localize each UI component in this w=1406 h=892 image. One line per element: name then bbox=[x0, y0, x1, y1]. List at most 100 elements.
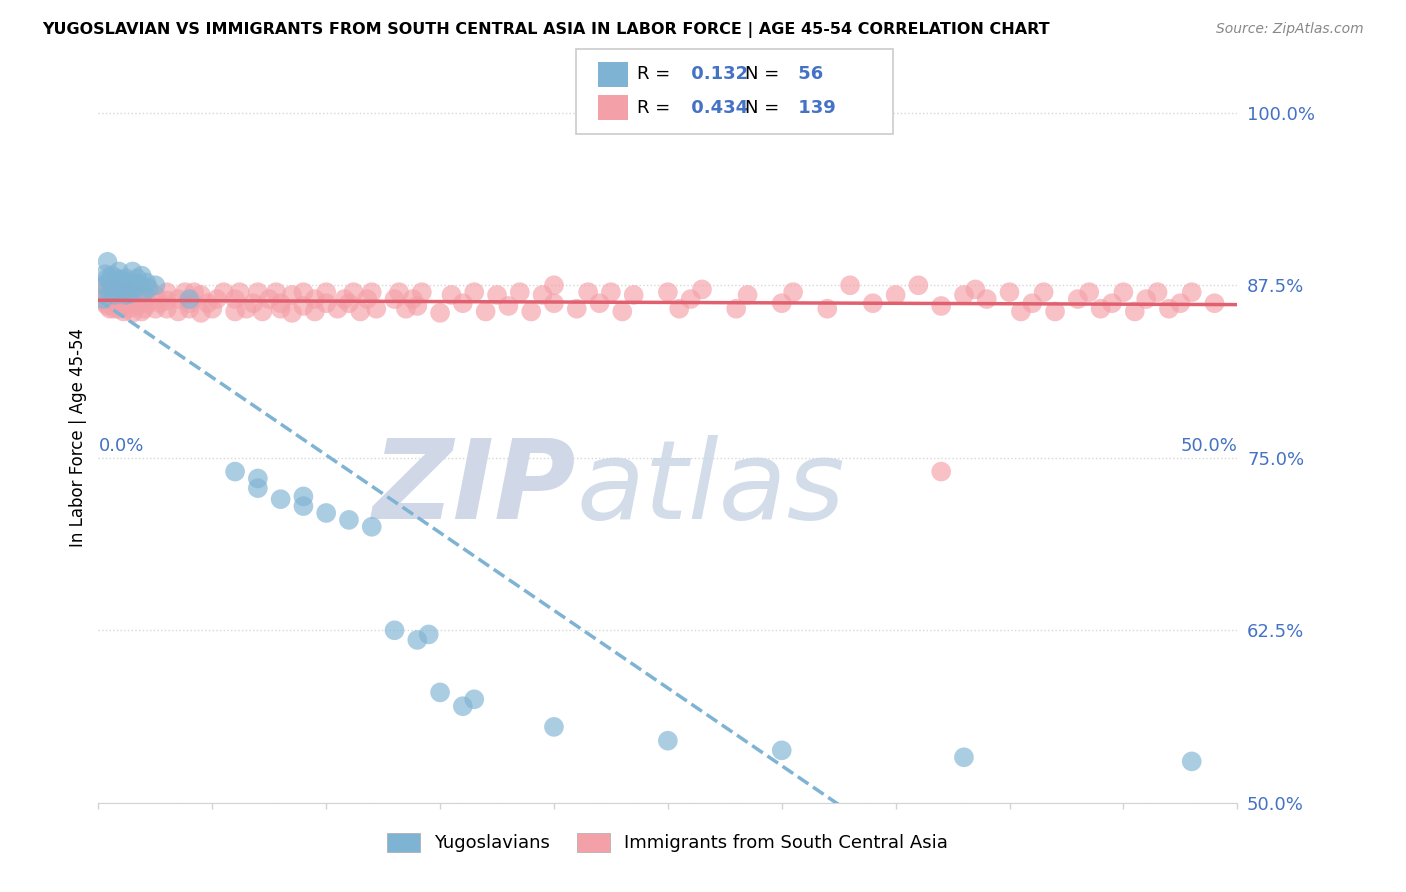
Point bbox=[965, 282, 987, 296]
Point bbox=[145, 288, 167, 302]
Point bbox=[1146, 285, 1168, 300]
Point bbox=[623, 288, 645, 302]
Point bbox=[103, 301, 125, 316]
Point bbox=[132, 301, 155, 316]
Point bbox=[292, 490, 315, 504]
Point bbox=[101, 268, 124, 283]
Point bbox=[907, 278, 929, 293]
Point bbox=[1021, 296, 1043, 310]
Point bbox=[94, 267, 117, 281]
Point bbox=[149, 296, 172, 310]
Point bbox=[132, 285, 155, 300]
Point bbox=[315, 285, 337, 300]
Point bbox=[128, 288, 150, 302]
Point bbox=[105, 281, 128, 295]
Point bbox=[356, 292, 378, 306]
Point bbox=[114, 294, 136, 309]
Point bbox=[1112, 285, 1135, 300]
Point bbox=[128, 277, 150, 291]
Point bbox=[440, 288, 463, 302]
Point bbox=[110, 273, 132, 287]
Point bbox=[121, 292, 143, 306]
Point bbox=[138, 281, 160, 295]
Point bbox=[411, 285, 433, 300]
Point bbox=[190, 306, 212, 320]
Point bbox=[509, 285, 531, 300]
Point bbox=[96, 271, 118, 285]
Point bbox=[179, 301, 201, 316]
Point bbox=[103, 288, 125, 302]
Point bbox=[197, 296, 219, 310]
Point bbox=[108, 264, 131, 278]
Point bbox=[839, 278, 862, 293]
Point bbox=[770, 743, 793, 757]
Point bbox=[486, 288, 509, 302]
Point bbox=[264, 285, 287, 300]
Text: 0.434: 0.434 bbox=[685, 99, 748, 117]
Point bbox=[451, 699, 474, 714]
Point bbox=[138, 282, 160, 296]
Point bbox=[657, 285, 679, 300]
Text: 0.0%: 0.0% bbox=[98, 437, 143, 455]
Point bbox=[127, 299, 149, 313]
Point bbox=[1010, 304, 1032, 318]
Point bbox=[131, 304, 153, 318]
Point bbox=[543, 720, 565, 734]
Point bbox=[114, 282, 136, 296]
Point bbox=[167, 292, 190, 306]
Point bbox=[96, 299, 118, 313]
Point bbox=[612, 304, 634, 318]
Point bbox=[156, 301, 179, 316]
Point bbox=[292, 299, 315, 313]
Point bbox=[862, 296, 884, 310]
Point bbox=[91, 285, 114, 300]
Point bbox=[406, 299, 429, 313]
Point bbox=[782, 285, 804, 300]
Point bbox=[770, 296, 793, 310]
Point bbox=[91, 292, 114, 306]
Point bbox=[246, 285, 269, 300]
Point bbox=[451, 296, 474, 310]
Point bbox=[121, 264, 143, 278]
Point bbox=[349, 304, 371, 318]
Point bbox=[205, 292, 228, 306]
Text: 50.0%: 50.0% bbox=[1181, 437, 1237, 455]
Text: Source: ZipAtlas.com: Source: ZipAtlas.com bbox=[1216, 22, 1364, 37]
Point bbox=[1067, 292, 1090, 306]
Point bbox=[98, 301, 121, 316]
Text: N =: N = bbox=[745, 99, 785, 117]
Point bbox=[131, 268, 153, 283]
Point bbox=[1204, 296, 1226, 310]
Point bbox=[235, 301, 257, 316]
Point bbox=[101, 292, 124, 306]
Point bbox=[1078, 285, 1101, 300]
Point bbox=[120, 291, 142, 305]
Point bbox=[108, 291, 131, 305]
Point bbox=[1090, 301, 1112, 316]
Point bbox=[402, 292, 425, 306]
Point bbox=[418, 627, 440, 641]
Point bbox=[292, 499, 315, 513]
Point bbox=[366, 301, 388, 316]
Point bbox=[679, 292, 702, 306]
Point bbox=[94, 278, 117, 293]
Point bbox=[565, 301, 588, 316]
Point bbox=[212, 285, 235, 300]
Point bbox=[145, 301, 167, 316]
Point bbox=[360, 285, 382, 300]
Point bbox=[929, 465, 952, 479]
Legend: Yugoslavians, Immigrants from South Central Asia: Yugoslavians, Immigrants from South Cent… bbox=[380, 826, 956, 860]
Point bbox=[183, 285, 205, 300]
Point bbox=[737, 288, 759, 302]
Point bbox=[105, 282, 128, 296]
Point bbox=[108, 276, 131, 290]
Point bbox=[281, 288, 304, 302]
Point bbox=[190, 288, 212, 302]
Point bbox=[124, 281, 146, 295]
Point bbox=[543, 296, 565, 310]
Point bbox=[600, 285, 623, 300]
Point bbox=[1043, 304, 1066, 318]
Point bbox=[520, 304, 543, 318]
Point bbox=[953, 288, 976, 302]
Point bbox=[292, 285, 315, 300]
